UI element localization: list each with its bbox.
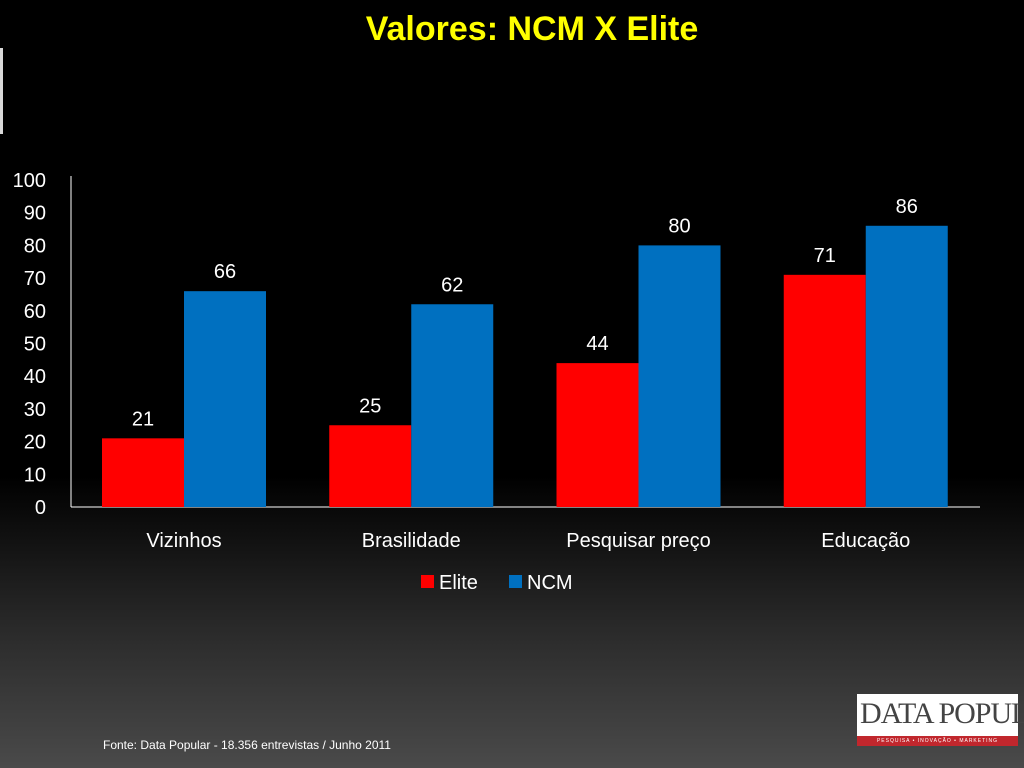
data-label-elite: 21 — [132, 408, 154, 430]
x-category-label: Pesquisar preço — [566, 530, 711, 552]
legend-label-elite: Elite — [439, 572, 478, 594]
y-tick-label: 10 — [24, 464, 46, 486]
y-tick-label: 0 — [35, 497, 46, 519]
data-label-ncm: 62 — [441, 274, 463, 296]
data-label-elite: 44 — [586, 333, 608, 355]
y-tick-label: 40 — [24, 366, 46, 388]
logo-tagline: PESQUISA • INOVAÇÃO • MARKETING — [876, 738, 999, 744]
data-label-ncm: 66 — [214, 261, 236, 283]
logo-red-bar — [857, 736, 1018, 746]
y-tick-label: 30 — [24, 399, 46, 421]
data-label-elite: 25 — [359, 395, 381, 417]
y-tick-label: 90 — [24, 203, 46, 225]
bar-chart: 0 10 20 30 40 50 60 70 80 90 100 21 66 Vizinhos 25 62 Br… — [13, 170, 948, 594]
bar-ncm — [638, 245, 721, 507]
y-tick-label: 70 — [24, 268, 46, 290]
slide-title: Valores: NCM X Elite — [365, 10, 699, 48]
bar-elite — [556, 363, 639, 507]
x-category-label: Educação — [821, 530, 910, 552]
legend-swatch-ncm — [509, 575, 522, 588]
y-tick-label: 60 — [24, 301, 46, 323]
logo-brand-text: DATA POPULAR — [860, 697, 1024, 730]
y-tick-label: 50 — [24, 334, 46, 356]
y-tick-label: 80 — [24, 235, 46, 257]
bar-elite — [102, 438, 184, 507]
decorative-strip — [0, 48, 3, 134]
x-category-label: Vizinhos — [146, 530, 221, 552]
y-tick-label: 20 — [24, 432, 46, 454]
source-footnote: Fonte: Data Popular - 18.356 entrevistas… — [103, 738, 391, 752]
data-popular-logo: DATA POPULAR PESQUISA • INOVAÇÃO • MARKE… — [857, 694, 1024, 746]
bar-ncm — [411, 304, 494, 507]
data-label-ncm: 80 — [668, 215, 690, 237]
bar-ncm — [865, 225, 948, 507]
data-label-ncm: 86 — [896, 196, 918, 218]
x-category-label: Brasilidade — [362, 530, 461, 552]
bar-elite — [329, 425, 412, 507]
bar-elite — [783, 274, 866, 507]
legend-label-ncm: NCM — [527, 572, 573, 594]
bar-ncm — [184, 291, 266, 507]
legend-swatch-elite — [421, 575, 434, 588]
data-label-elite: 71 — [814, 245, 836, 267]
y-tick-label: 100 — [13, 170, 46, 192]
